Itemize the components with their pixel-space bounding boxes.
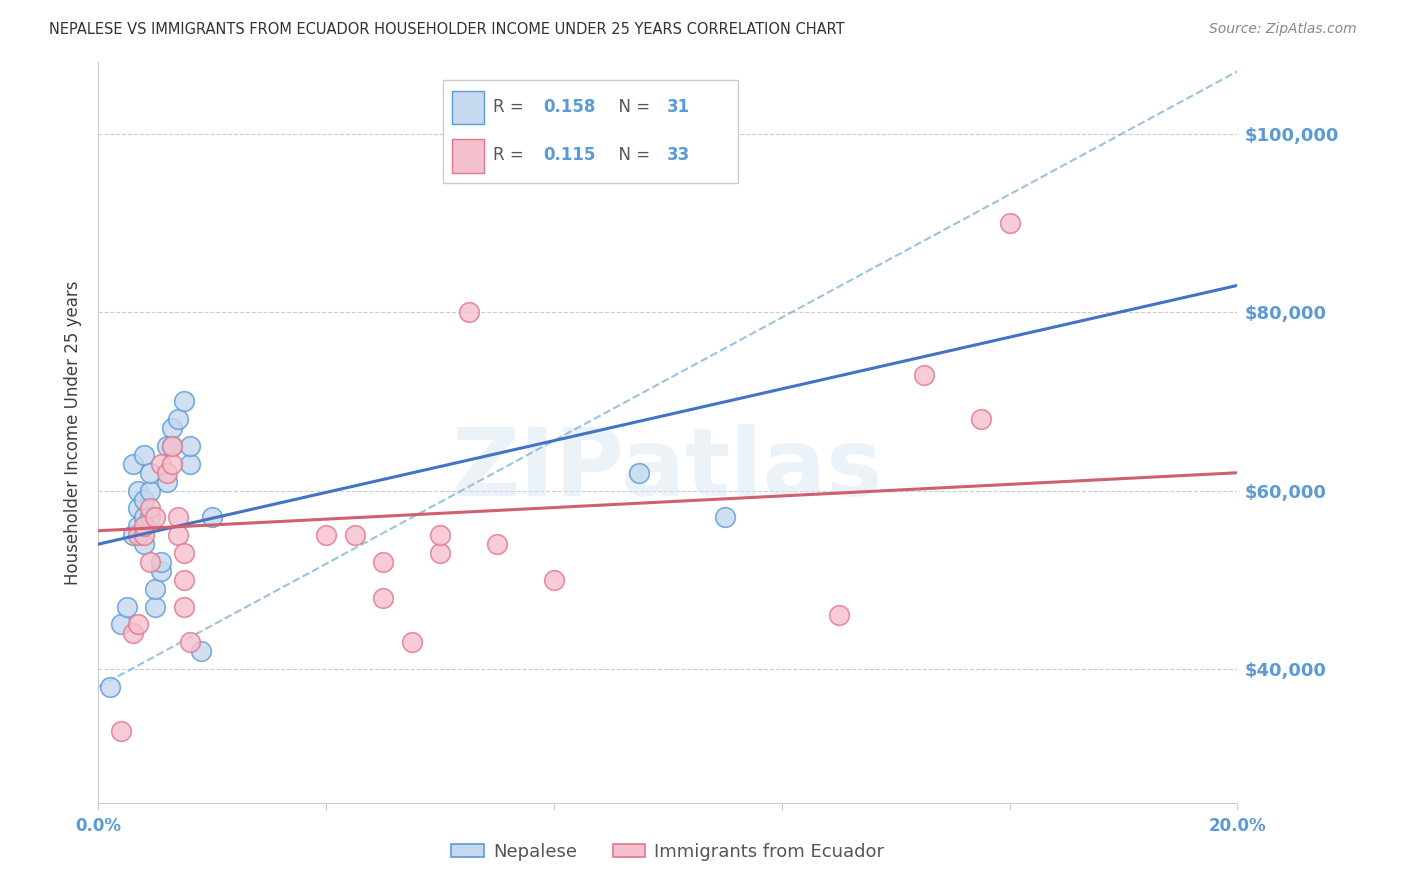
Point [110, 617, 132, 632]
Point [998, 216, 1021, 230]
Text: ZIPatlas: ZIPatlas [453, 424, 883, 516]
Point [543, 573, 565, 587]
Point [138, 466, 160, 480]
Text: 31: 31 [668, 98, 690, 116]
Point [457, 305, 479, 319]
Point [127, 483, 149, 498]
Point [401, 635, 423, 649]
Point [132, 510, 155, 524]
Point [162, 439, 184, 453]
Point [150, 555, 173, 569]
Point [970, 412, 993, 426]
Point [132, 528, 155, 542]
Y-axis label: Householder Income Under 25 years: Householder Income Under 25 years [65, 280, 83, 585]
Point [201, 510, 224, 524]
Point [373, 591, 395, 605]
Point [162, 457, 184, 471]
Point [98, 680, 121, 694]
Text: N =: N = [609, 98, 655, 116]
Point [138, 555, 160, 569]
Point [173, 394, 195, 409]
Bar [451, 91, 484, 124]
Point [127, 501, 149, 516]
Point [912, 368, 935, 382]
Point [156, 439, 179, 453]
Point [115, 599, 138, 614]
Text: N =: N = [609, 146, 655, 164]
Text: 0.115: 0.115 [543, 146, 596, 164]
Point [173, 573, 195, 587]
Point [167, 510, 190, 524]
Point [167, 412, 190, 426]
Point [156, 466, 179, 480]
Point [132, 448, 155, 462]
Point [179, 457, 201, 471]
Point [127, 519, 149, 533]
Point [132, 492, 155, 507]
Text: R =: R = [494, 98, 529, 116]
Point [429, 546, 451, 560]
Point [138, 501, 160, 516]
Point [145, 582, 167, 596]
Text: 33: 33 [668, 146, 690, 164]
Text: 0.158: 0.158 [543, 98, 596, 116]
Point [190, 644, 212, 658]
Point [121, 457, 143, 471]
Text: R =: R = [494, 146, 529, 164]
Point [132, 519, 155, 533]
Point [156, 475, 179, 489]
Bar [451, 139, 484, 173]
Point [173, 546, 195, 560]
Point [179, 635, 201, 649]
Point [138, 483, 160, 498]
Legend: Nepalese, Immigrants from Ecuador: Nepalese, Immigrants from Ecuador [444, 836, 891, 868]
Point [121, 528, 143, 542]
Point [828, 608, 851, 623]
Point [429, 528, 451, 542]
Point [162, 421, 184, 435]
Point [127, 528, 149, 542]
Point [714, 510, 737, 524]
Point [150, 564, 173, 578]
Point [486, 537, 509, 551]
Point [179, 439, 201, 453]
Point [145, 510, 167, 524]
Point [628, 466, 651, 480]
Point [110, 724, 132, 739]
Point [138, 510, 160, 524]
Point [373, 555, 395, 569]
Point [127, 617, 149, 632]
Point [145, 599, 167, 614]
Point [315, 528, 337, 542]
Point [167, 528, 190, 542]
Point [132, 537, 155, 551]
Point [150, 457, 173, 471]
Point [121, 626, 143, 640]
Point [173, 599, 195, 614]
Text: NEPALESE VS IMMIGRANTS FROM ECUADOR HOUSEHOLDER INCOME UNDER 25 YEARS CORRELATIO: NEPALESE VS IMMIGRANTS FROM ECUADOR HOUS… [49, 22, 845, 37]
Point [162, 439, 184, 453]
Text: Source: ZipAtlas.com: Source: ZipAtlas.com [1209, 22, 1357, 37]
Point [343, 528, 366, 542]
